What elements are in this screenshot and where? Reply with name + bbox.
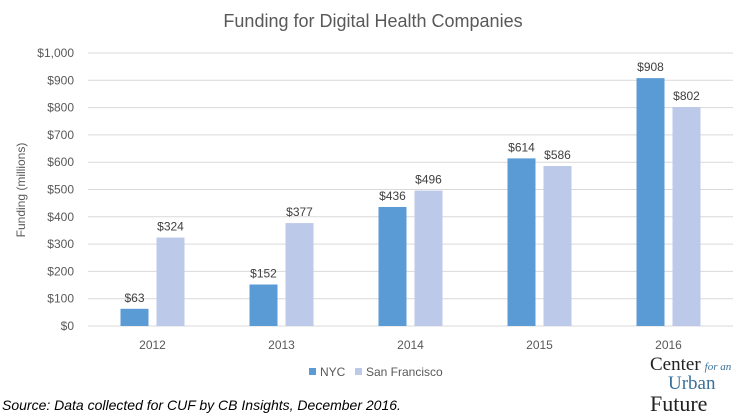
y-tick-label: $500: [47, 183, 74, 197]
y-tick-label: $900: [47, 73, 74, 87]
data-label: $908: [637, 60, 664, 74]
y-tick-label: $700: [47, 128, 74, 142]
bar-san-francisco: [156, 237, 185, 326]
logo-future: Future: [650, 391, 708, 416]
x-tick-label: 2015: [526, 338, 553, 352]
y-tick-label: $400: [47, 210, 74, 224]
bar-nyc: [378, 206, 407, 326]
chart-title: Funding for Digital Health Companies: [223, 11, 522, 31]
source-note: Source: Data collected for CUF by CB Ins…: [2, 397, 401, 413]
bar-san-francisco: [414, 190, 443, 326]
data-label: $496: [415, 173, 442, 187]
data-label: $802: [673, 89, 700, 103]
x-tick-label: 2013: [268, 338, 295, 352]
y-tick-label: $600: [47, 155, 74, 169]
legend-label: San Francisco: [366, 365, 443, 379]
bar-nyc: [507, 158, 536, 326]
logo-urban: Urban: [668, 373, 716, 394]
data-label: $377: [286, 205, 313, 219]
bar-nyc: [120, 308, 149, 326]
legend-swatch: [355, 368, 362, 375]
bar-nyc: [636, 78, 665, 326]
bar-san-francisco: [672, 107, 701, 326]
x-tick-label: 2016: [655, 338, 682, 352]
data-label: $324: [157, 220, 184, 234]
y-tick-label: $300: [47, 237, 74, 251]
legend-label: NYC: [320, 365, 346, 379]
y-tick-label: $100: [47, 292, 74, 306]
x-tick-label: 2014: [397, 338, 424, 352]
cuf-logo: Center for an Urban Future: [650, 355, 731, 415]
bar-san-francisco: [543, 166, 572, 326]
y-tick-label: $1,000: [37, 46, 74, 60]
data-label: $436: [379, 189, 406, 203]
logo-for-an: for an: [704, 361, 732, 373]
data-label: $152: [250, 267, 277, 281]
logo-first-row: Center for an: [650, 355, 731, 374]
logo-center: Center: [650, 354, 701, 375]
bar-nyc: [249, 284, 278, 326]
legend-swatch: [309, 368, 316, 375]
data-label: $586: [544, 148, 571, 162]
y-axis-label: Funding (millions): [14, 143, 28, 238]
data-label: $614: [508, 140, 535, 154]
y-tick-label: $200: [47, 264, 74, 278]
bar-san-francisco: [285, 223, 314, 326]
y-tick-label: $0: [61, 319, 75, 333]
x-tick-label: 2012: [139, 338, 166, 352]
y-tick-label: $800: [47, 101, 74, 115]
data-label: $63: [124, 291, 144, 305]
